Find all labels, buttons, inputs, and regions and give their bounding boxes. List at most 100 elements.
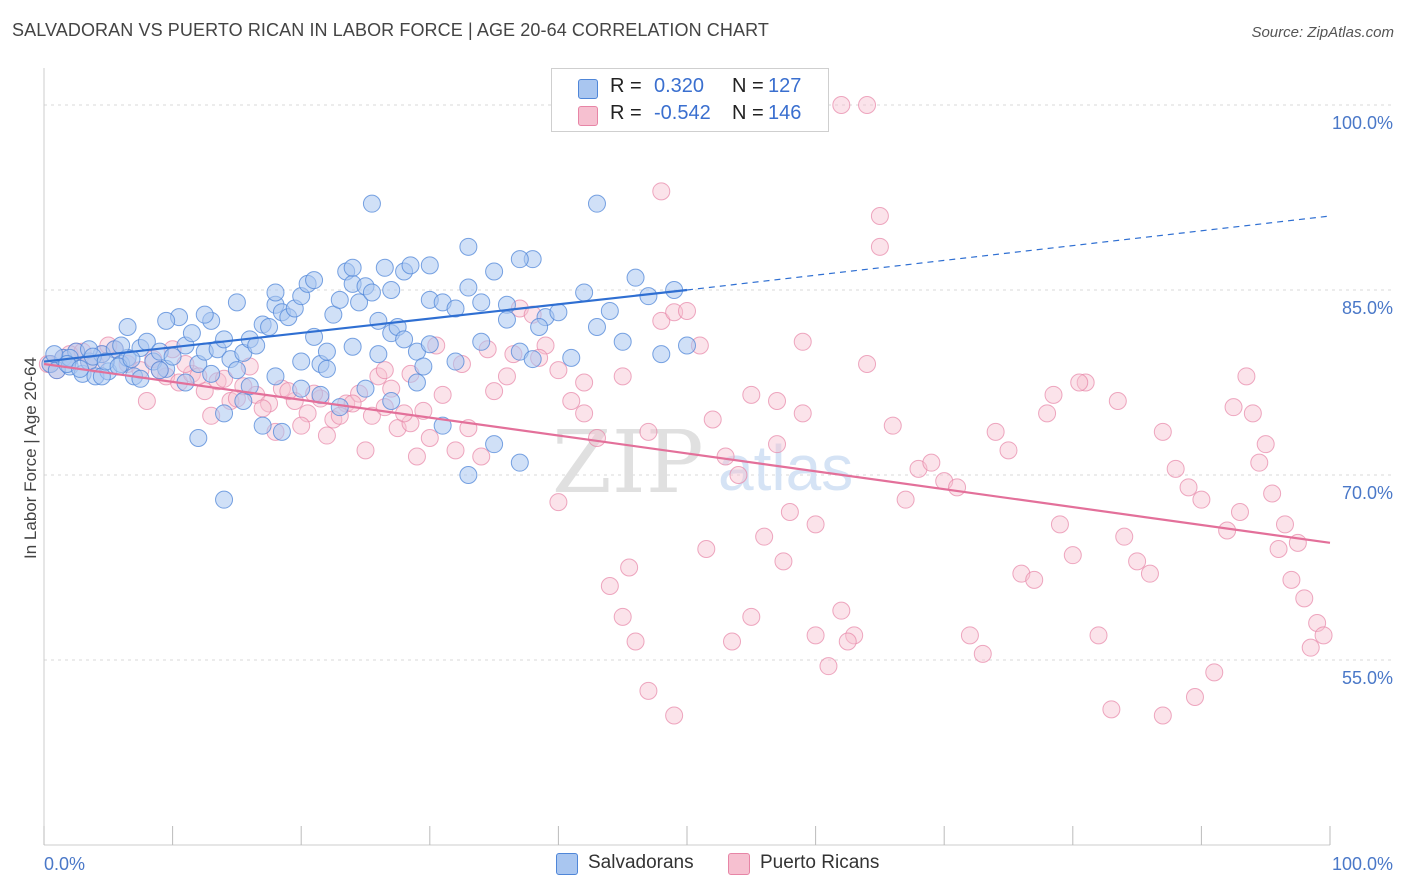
data-point-salvadorans	[459, 237, 478, 256]
data-point-salvadorans	[45, 345, 64, 364]
data-point-salvadorans	[485, 435, 504, 454]
data-point-puerto-ricans	[665, 706, 684, 725]
data-point-salvadorans	[118, 318, 137, 336]
data-point-salvadorans	[157, 311, 176, 330]
data-point-puerto-ricans	[1153, 422, 1172, 441]
data-point-puerto-ricans	[973, 644, 992, 663]
data-point-puerto-ricans	[1256, 435, 1275, 454]
data-point-puerto-ricans	[832, 601, 851, 620]
data-point-puerto-ricans	[742, 607, 761, 626]
data-point-puerto-ricans	[703, 410, 722, 429]
data-point-puerto-ricans	[1076, 373, 1095, 392]
data-point-puerto-ricans	[600, 577, 619, 595]
data-point-puerto-ricans	[858, 96, 877, 114]
data-point-puerto-ricans	[1237, 367, 1256, 386]
data-point-salvadorans	[446, 352, 465, 371]
y-tick-label: 85.0%	[1342, 298, 1393, 318]
data-point-puerto-ricans	[716, 447, 735, 466]
data-point-salvadorans	[362, 283, 381, 302]
data-point-salvadorans	[240, 377, 259, 396]
data-point-puerto-ricans	[665, 303, 684, 322]
data-point-puerto-ricans	[768, 435, 787, 454]
legend-r-label: R =	[610, 102, 642, 124]
y-tick-label: 100.0%	[1332, 113, 1393, 133]
data-point-salvadorans	[382, 392, 401, 410]
legend-n-label: N =	[732, 102, 764, 124]
data-point-salvadorans	[549, 303, 568, 322]
legend-swatch-puerto-ricans	[728, 853, 750, 875]
data-point-puerto-ricans	[1140, 564, 1159, 583]
data-point-puerto-ricans	[755, 527, 774, 546]
data-point-salvadorans	[369, 311, 388, 330]
data-point-salvadorans	[626, 268, 645, 287]
data-point-salvadorans	[485, 262, 504, 281]
data-point-puerto-ricans	[587, 429, 606, 447]
data-point-salvadorans	[401, 256, 420, 275]
data-point-salvadorans	[497, 310, 516, 329]
data-point-puerto-ricans	[697, 540, 716, 558]
data-point-puerto-ricans	[819, 657, 838, 676]
data-point-salvadorans	[472, 293, 491, 312]
data-point-puerto-ricans	[960, 626, 979, 645]
data-point-puerto-ricans	[832, 96, 851, 114]
data-point-salvadorans	[459, 278, 478, 297]
legend-swatch-salvadorans	[578, 79, 598, 99]
data-point-salvadorans	[215, 330, 234, 349]
data-point-salvadorans	[272, 422, 291, 441]
data-point-puerto-ricans	[1230, 503, 1249, 521]
data-point-puerto-ricans	[1102, 700, 1121, 719]
correlation-legend: R = 0.320 N = 127 R = -0.542 N = 146	[551, 68, 829, 132]
data-point-puerto-ricans	[549, 361, 568, 380]
data-point-puerto-ricans	[1089, 626, 1108, 645]
data-point-puerto-ricans	[1282, 570, 1301, 589]
data-point-puerto-ricans	[723, 632, 742, 651]
data-point-puerto-ricans	[472, 447, 491, 466]
data-point-puerto-ricans	[1108, 392, 1127, 410]
data-point-puerto-ricans	[729, 466, 748, 484]
data-point-puerto-ricans	[253, 399, 272, 418]
data-point-puerto-ricans	[620, 558, 639, 577]
y-tick-labels: 55.0% 70.0% 85.0% 100.0%	[1332, 113, 1393, 688]
data-point-puerto-ricans	[1205, 663, 1224, 682]
legend-n-value: 127	[768, 75, 802, 97]
data-point-puerto-ricans	[1224, 398, 1243, 417]
data-point-salvadorans	[260, 318, 279, 336]
data-point-puerto-ricans	[613, 367, 632, 386]
trend-line-salvadorans	[43, 288, 688, 363]
data-point-puerto-ricans	[292, 416, 311, 435]
data-point-salvadorans	[292, 379, 311, 398]
data-point-salvadorans	[182, 324, 201, 343]
data-point-salvadorans	[600, 301, 619, 320]
data-point-puerto-ricans	[774, 552, 793, 571]
data-point-puerto-ricans	[858, 355, 877, 373]
data-point-puerto-ricans	[1044, 385, 1063, 404]
data-point-salvadorans	[395, 330, 414, 349]
data-point-puerto-ricans	[639, 422, 658, 441]
data-point-puerto-ricans	[375, 361, 394, 380]
data-point-puerto-ricans	[948, 478, 967, 497]
data-point-salvadorans	[362, 194, 381, 213]
data-point-salvadorans	[523, 350, 542, 369]
data-point-puerto-ricans	[870, 207, 889, 225]
data-point-salvadorans	[195, 305, 214, 324]
data-point-puerto-ricans	[485, 382, 504, 401]
data-point-salvadorans	[215, 404, 234, 423]
data-point-puerto-ricans	[1269, 540, 1288, 558]
data-point-salvadorans	[227, 361, 246, 380]
data-point-puerto-ricans	[793, 332, 812, 351]
data-point-puerto-ricans	[742, 385, 761, 404]
data-point-puerto-ricans	[793, 404, 812, 423]
data-point-puerto-ricans	[1295, 589, 1314, 608]
data-point-salvadorans	[227, 293, 246, 312]
data-point-puerto-ricans	[446, 441, 465, 460]
y-tick-label: 55.0%	[1342, 668, 1393, 688]
data-point-puerto-ricans	[1070, 373, 1089, 392]
data-point-puerto-ricans	[356, 441, 375, 460]
data-point-salvadorans	[369, 345, 388, 364]
data-point-salvadorans	[202, 364, 221, 383]
data-point-puerto-ricans	[1038, 404, 1057, 423]
data-point-puerto-ricans	[1275, 515, 1294, 534]
data-point-puerto-ricans	[1128, 552, 1147, 571]
data-point-salvadorans	[343, 258, 362, 277]
